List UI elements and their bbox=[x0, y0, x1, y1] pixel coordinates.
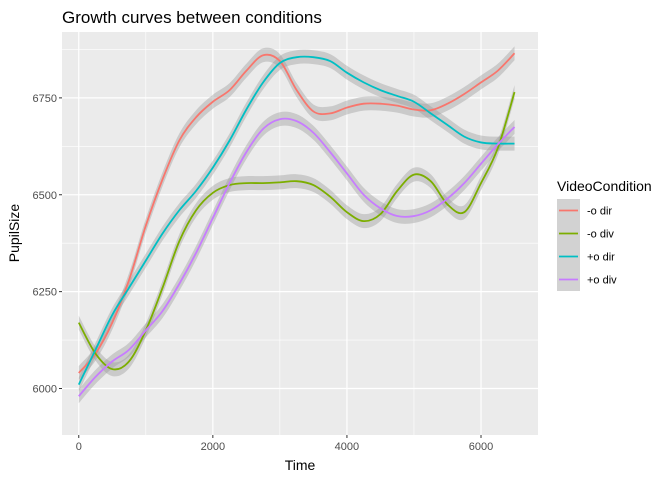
x-tick-label: 6000 bbox=[469, 441, 493, 453]
legend-label: +o dir bbox=[587, 252, 615, 264]
line-series-0 bbox=[78, 52, 516, 374]
line-series-1 bbox=[77, 91, 516, 371]
x-tick-label: 0 bbox=[76, 441, 82, 453]
legend-item: +o dir bbox=[557, 245, 615, 268]
plot-panel bbox=[62, 32, 538, 435]
y-axis-title: PupilSize bbox=[6, 204, 22, 263]
x-tick-label: 4000 bbox=[335, 441, 359, 453]
line-series-2 bbox=[77, 55, 515, 386]
y-tick-label: 6000 bbox=[33, 384, 57, 396]
legend-title: VideoCondition bbox=[557, 178, 652, 194]
legend-label: -o div bbox=[587, 229, 614, 241]
legend-item: -o dir bbox=[557, 199, 612, 222]
legend: VideoCondition -o dir -o div +o dir +o div bbox=[557, 178, 652, 291]
series-lines bbox=[77, 52, 516, 397]
legend-item: +o div bbox=[557, 268, 617, 291]
y-tick-label: 6250 bbox=[33, 287, 57, 299]
x-axis-title: Time bbox=[285, 457, 316, 473]
chart-title: Growth curves between conditions bbox=[62, 8, 322, 27]
line-series-3 bbox=[78, 117, 516, 397]
legend-item: -o div bbox=[557, 222, 614, 245]
legend-label: +o div bbox=[587, 275, 617, 287]
x-tick-label: 2000 bbox=[201, 441, 225, 453]
y-tick-label: 6500 bbox=[33, 190, 57, 202]
legend-label: -o dir bbox=[587, 206, 612, 218]
ribbon-series-0 bbox=[78, 46, 515, 380]
confidence-ribbons bbox=[78, 46, 515, 404]
y-tick-label: 6750 bbox=[33, 93, 57, 105]
grid-lines bbox=[62, 32, 538, 435]
axis-ticks: 0 2000 4000 6000 6000 6250 6500 6750 bbox=[33, 93, 494, 453]
